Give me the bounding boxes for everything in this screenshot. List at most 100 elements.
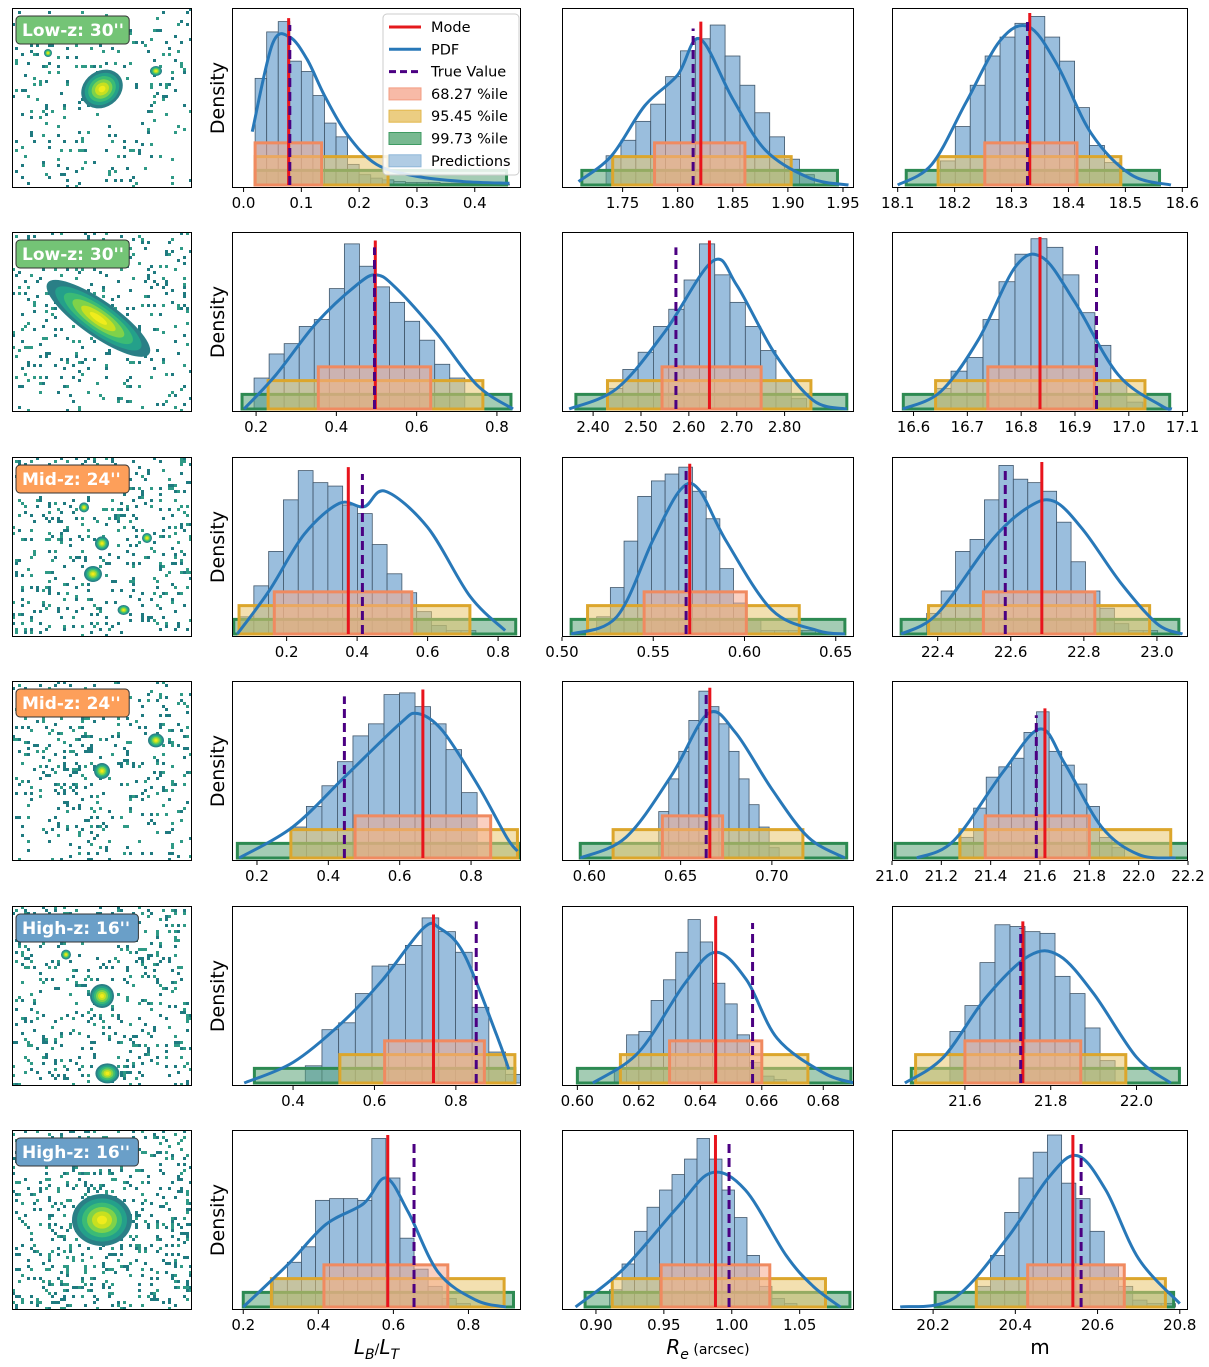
noise-pixel <box>132 514 135 517</box>
noise-pixel <box>72 1169 75 1172</box>
noise-pixel <box>48 352 51 355</box>
noise-pixel <box>159 1151 162 1154</box>
noise-pixel <box>117 1130 120 1133</box>
noise-pixel <box>45 774 48 777</box>
noise-pixel <box>135 1259 138 1262</box>
noise-pixel <box>39 343 42 346</box>
ci-68-band <box>660 814 725 860</box>
noise-pixel <box>18 1268 21 1271</box>
noise-pixel <box>177 23 180 26</box>
galaxy-blob <box>47 52 49 54</box>
noise-pixel <box>96 1298 99 1301</box>
noise-pixel <box>132 577 135 580</box>
noise-pixel <box>105 179 108 182</box>
noise-pixel <box>177 1238 180 1241</box>
noise-pixel <box>78 768 81 771</box>
noise-pixel <box>93 604 96 607</box>
noise-pixel <box>105 1256 108 1259</box>
noise-pixel <box>81 583 84 586</box>
noise-pixel <box>66 1304 69 1307</box>
noise-pixel <box>39 499 42 502</box>
noise-pixel <box>162 804 165 807</box>
noise-pixel <box>156 586 159 589</box>
noise-pixel <box>78 406 81 409</box>
noise-pixel <box>39 1181 42 1184</box>
noise-pixel <box>144 999 147 1002</box>
noise-pixel <box>21 834 24 837</box>
noise-pixel <box>141 1169 144 1172</box>
noise-pixel <box>129 361 132 364</box>
noise-pixel <box>78 340 81 343</box>
noise-pixel <box>171 822 174 825</box>
axes-frame <box>562 681 854 861</box>
galaxy-blob <box>155 70 157 72</box>
noise-pixel <box>111 140 114 143</box>
noise-pixel <box>129 807 132 810</box>
noise-pixel <box>177 1175 180 1178</box>
noise-pixel <box>171 990 174 993</box>
histogram-panel: 22.4 22.6 22.8 23.0 <box>892 457 1188 661</box>
noise-pixel <box>189 693 192 696</box>
noise-pixel <box>165 1226 168 1229</box>
noise-pixel <box>93 1130 96 1133</box>
noise-pixel <box>99 825 102 828</box>
noise-pixel <box>45 65 48 68</box>
noise-pixel <box>183 1130 186 1133</box>
noise-pixel <box>48 840 51 843</box>
noise-pixel <box>156 954 159 957</box>
noise-pixel <box>171 1220 174 1223</box>
noise-pixel <box>150 598 153 601</box>
noise-pixel <box>87 993 90 996</box>
noise-pixel <box>33 550 36 553</box>
noise-pixel <box>87 535 90 538</box>
noise-pixel <box>63 1307 66 1310</box>
noise-pixel <box>186 307 189 310</box>
noise-pixel <box>15 726 18 729</box>
noise-pixel <box>63 116 66 119</box>
x-tick-label: 0.8 <box>444 1092 468 1110</box>
noise-pixel <box>105 562 108 565</box>
noise-pixel <box>48 44 51 47</box>
noise-pixel <box>150 286 153 289</box>
noise-pixel <box>177 1044 180 1047</box>
noise-pixel <box>12 1041 15 1044</box>
x-tick-label: 0.8 <box>459 867 483 885</box>
noise-pixel <box>120 397 123 400</box>
noise-pixel <box>165 265 168 268</box>
noise-pixel <box>30 1193 33 1196</box>
noise-pixel <box>87 1080 90 1083</box>
noise-pixel <box>84 460 87 463</box>
noise-pixel <box>156 759 159 762</box>
noise-pixel <box>183 529 186 532</box>
noise-pixel <box>135 1226 138 1229</box>
noise-pixel <box>150 505 153 508</box>
noise-pixel <box>57 125 60 128</box>
noise-pixel <box>60 858 63 861</box>
noise-pixel <box>60 616 63 619</box>
noise-pixel <box>66 167 69 170</box>
noise-pixel <box>150 1059 153 1062</box>
noise-pixel <box>156 328 159 331</box>
axes-frame <box>562 232 854 412</box>
noise-pixel <box>48 502 51 505</box>
noise-pixel <box>18 858 21 861</box>
noise-pixel <box>84 819 87 822</box>
noise-pixel <box>126 1265 129 1268</box>
noise-pixel <box>129 1050 132 1053</box>
axes-frame <box>232 457 521 637</box>
x-tick-label: 18.6 <box>1166 194 1199 212</box>
noise-pixel <box>168 535 171 538</box>
noise-pixel <box>126 996 129 999</box>
noise-pixel <box>39 1187 42 1190</box>
noise-pixel <box>54 753 57 756</box>
noise-pixel <box>135 529 138 532</box>
noise-pixel <box>177 490 180 493</box>
noise-pixel <box>81 140 84 143</box>
noise-pixel <box>18 1253 21 1256</box>
noise-pixel <box>108 1286 111 1289</box>
noise-pixel <box>39 990 42 993</box>
noise-pixel <box>66 1229 69 1232</box>
noise-pixel <box>156 1250 159 1253</box>
galaxy-blob <box>146 537 148 539</box>
noise-pixel <box>57 1187 60 1190</box>
